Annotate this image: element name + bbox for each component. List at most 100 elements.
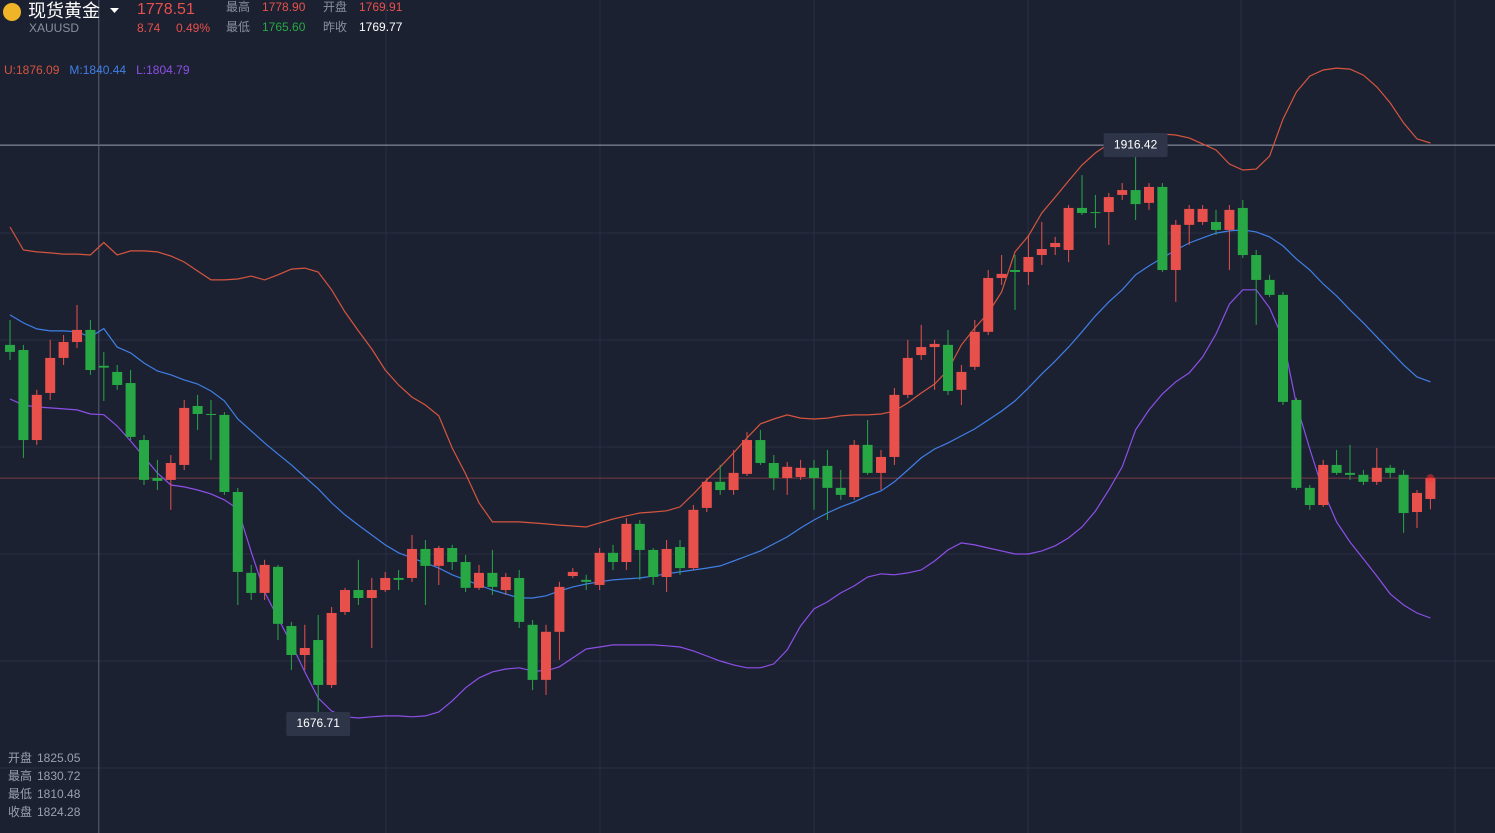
candle-body — [795, 467, 806, 478]
last-glow — [1426, 474, 1435, 483]
candle-body — [902, 357, 913, 395]
candle-body — [782, 466, 793, 478]
band-line — [9, 229, 1431, 599]
candle-body — [340, 590, 350, 613]
candle-body — [72, 329, 82, 342]
legend-entry: U:1876.09 — [4, 63, 60, 77]
candle-body — [273, 566, 283, 624]
candle-body — [407, 548, 417, 578]
dropdown-arrow[interactable] — [110, 8, 119, 13]
candle-body — [1010, 270, 1020, 272]
candle-body — [420, 548, 431, 566]
candle-body — [393, 577, 404, 580]
info-label: 收盘 — [8, 804, 32, 819]
candle-body — [715, 481, 726, 491]
candle-body — [112, 371, 123, 385]
candle-body — [1425, 478, 1436, 499]
candle-body — [728, 472, 739, 491]
symbol-name[interactable]: 现货黄金 — [28, 1, 100, 21]
candle-body — [1358, 474, 1369, 482]
info-value: 1824.28 — [37, 805, 81, 819]
candle-body — [286, 626, 297, 656]
info-value: 1825.05 — [37, 751, 81, 765]
candle-body — [1291, 399, 1302, 488]
candle-body — [943, 344, 953, 392]
legend-entry: M:1840.44 — [69, 63, 126, 77]
candle-body — [809, 467, 819, 478]
info-value: 1810.48 — [37, 787, 81, 801]
candle-body — [648, 549, 659, 577]
candle-body — [634, 523, 645, 550]
candle-body — [1304, 487, 1315, 506]
candle-body — [916, 347, 927, 356]
candle-body — [701, 481, 712, 508]
candle-body — [541, 631, 551, 680]
candle-body — [353, 590, 364, 599]
candle-body — [768, 462, 779, 478]
candle-body — [500, 576, 511, 591]
candle-body — [206, 413, 216, 415]
candle-body — [1197, 208, 1208, 222]
candle-body — [433, 548, 444, 566]
candle-body — [675, 547, 685, 569]
candle-body — [447, 548, 458, 563]
info-value: 1830.72 — [37, 769, 81, 783]
gold-icon — [3, 3, 21, 21]
candle-body — [299, 647, 310, 656]
legend-entry: L:1804.79 — [136, 63, 190, 77]
candle-body — [1117, 190, 1128, 195]
candle-body — [608, 552, 618, 563]
stat-value: 1765.60 — [262, 20, 306, 34]
candle-body — [125, 383, 136, 437]
candle-body — [876, 456, 886, 473]
candle-body — [313, 640, 324, 685]
info-label: 最低 — [8, 787, 32, 801]
candle-body — [1211, 221, 1221, 230]
candle-body — [152, 477, 163, 481]
candle-body — [1063, 207, 1074, 250]
candle-body — [1412, 492, 1422, 513]
marker-label: 1916.42 — [1114, 137, 1158, 151]
marker-label: 1676.71 — [297, 716, 341, 730]
candle-body — [1318, 464, 1329, 506]
marker-box — [286, 712, 351, 737]
candle-body — [956, 371, 967, 390]
candle-body — [862, 444, 873, 473]
candle-body — [1170, 224, 1181, 271]
candle-body — [1103, 197, 1114, 213]
candle-body — [1077, 207, 1087, 214]
candle-body — [380, 577, 391, 591]
candle-body — [835, 487, 846, 495]
candle-body — [246, 572, 257, 593]
stat-label: 最高 — [226, 0, 251, 14]
candle-body — [58, 341, 69, 358]
last-price: 1778.51 — [137, 1, 195, 18]
stat-label: 昨收 — [323, 20, 348, 34]
candle-body — [366, 590, 377, 599]
stat-label: 开盘 — [323, 0, 348, 14]
candle-body — [31, 394, 42, 441]
candle-body — [98, 365, 109, 368]
candle-body — [139, 440, 149, 480]
candle-body — [983, 277, 994, 332]
candle-body — [849, 444, 860, 498]
candle-body — [1398, 474, 1409, 513]
symbol-code: XAUUSD — [29, 21, 80, 35]
candle-body — [1090, 212, 1101, 214]
candle-body — [1331, 464, 1342, 473]
candle-body — [232, 491, 243, 572]
candle-body — [996, 273, 1007, 278]
candle-body — [1023, 256, 1034, 272]
candle-body — [5, 344, 15, 352]
candle-body — [1050, 242, 1061, 248]
candle-body — [742, 440, 752, 474]
candle-body — [45, 357, 56, 393]
candle-body — [1385, 467, 1396, 473]
candle-body — [460, 562, 471, 588]
candle-body — [1144, 186, 1154, 203]
candle-body — [621, 523, 632, 563]
candle-body — [487, 572, 498, 587]
candle-body — [969, 331, 980, 367]
candle-body — [929, 343, 940, 348]
